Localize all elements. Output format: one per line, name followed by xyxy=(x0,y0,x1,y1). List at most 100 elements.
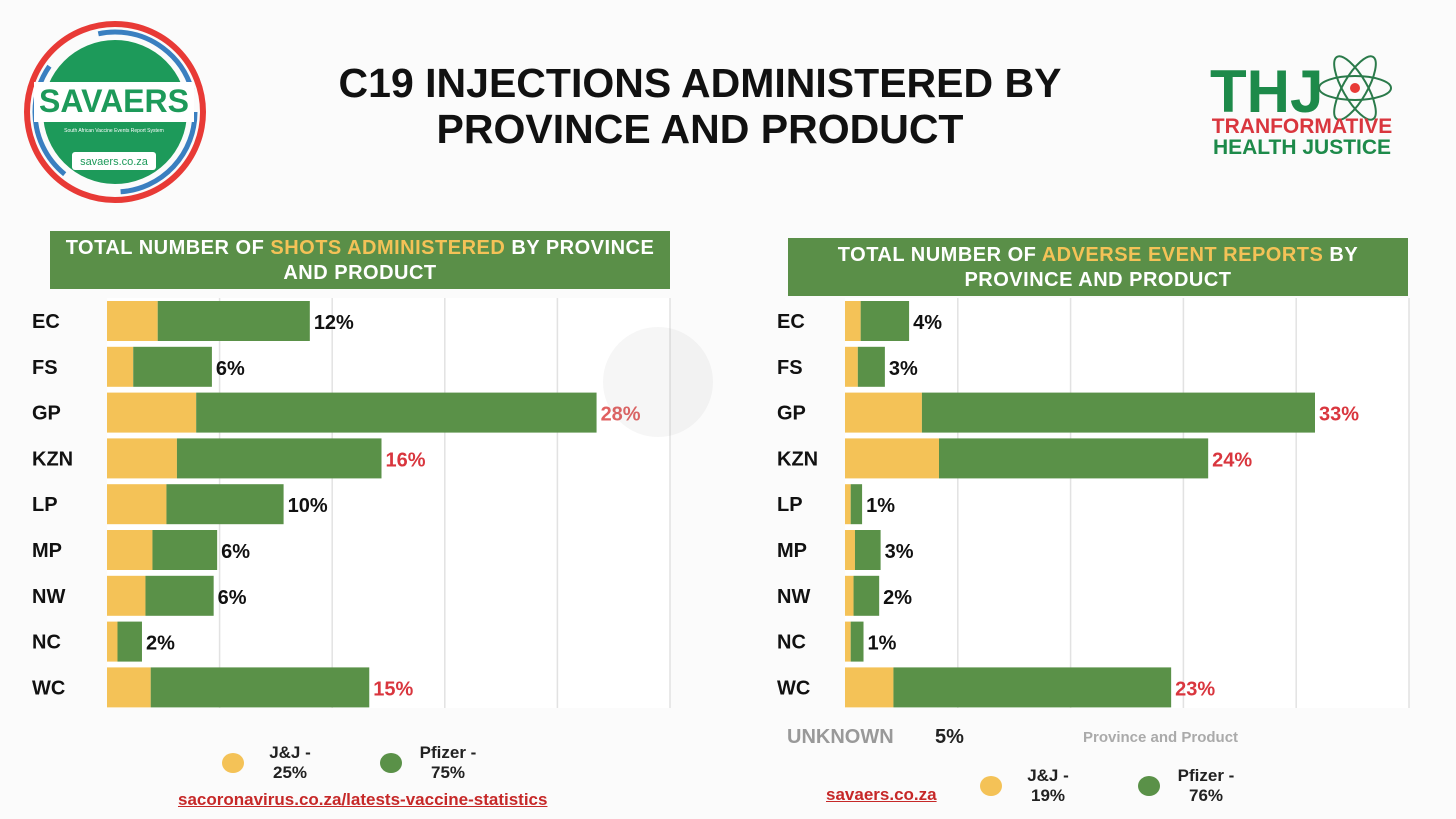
category-label: FS xyxy=(777,357,803,379)
source-link: sacoronavirus.co.za/latests-vaccine-stat… xyxy=(178,790,548,809)
title-part: ADVERSE EVENT REPORTS xyxy=(1041,244,1324,266)
bar-segment xyxy=(860,301,910,341)
bar-segment xyxy=(939,438,1209,479)
bar-segment xyxy=(196,392,597,433)
bar-label: 10% xyxy=(288,495,328,517)
bar-segment xyxy=(854,530,881,570)
bar-segment xyxy=(845,621,851,662)
legend-label: J&J - 25% xyxy=(269,743,311,782)
bar-segment xyxy=(845,575,854,616)
logo-band xyxy=(34,82,194,122)
caption: Province and Product xyxy=(1083,729,1239,746)
bar-label: 1% xyxy=(868,633,897,655)
bar-label: 33% xyxy=(1319,404,1359,426)
bar-label: 24% xyxy=(1212,449,1252,471)
category-label: LP xyxy=(32,494,58,516)
bar-segment xyxy=(157,301,310,341)
bar-segment xyxy=(107,346,134,387)
category-label: NC xyxy=(32,632,61,654)
category-label: KZN xyxy=(32,448,73,470)
bar-label: 12% xyxy=(314,312,354,334)
title-part: BY PROVINCE AND PRODUCT xyxy=(964,244,1359,291)
bar-segment xyxy=(893,667,1172,708)
bar-segment xyxy=(107,621,118,662)
atom-core xyxy=(1350,83,1360,93)
bar-segment xyxy=(850,621,864,662)
title-part: TOTAL NUMBER OF xyxy=(65,237,271,259)
bar-label: 15% xyxy=(373,678,413,700)
category-label: EC xyxy=(32,311,60,333)
bar-label: 3% xyxy=(885,541,914,563)
category-label: GP xyxy=(32,403,61,425)
bar-label: 23% xyxy=(1175,678,1215,700)
logo-url-box xyxy=(72,152,156,170)
thj-logo: THJ xyxy=(1210,58,1323,125)
legend-label: Pfizer - 76% xyxy=(1177,766,1235,805)
category-label: NC xyxy=(777,632,806,654)
category-label: MP xyxy=(777,540,807,562)
bar-segment xyxy=(921,392,1315,433)
bar-segment xyxy=(845,484,851,525)
plot-area xyxy=(845,298,1409,708)
bar-segment xyxy=(845,667,894,708)
thj-line1: TRANFORMATIVE xyxy=(1212,115,1392,138)
bar-segment xyxy=(107,392,197,433)
bar-label: 16% xyxy=(386,449,426,471)
bar-label: 6% xyxy=(218,587,247,609)
bar-segment xyxy=(117,621,142,662)
logo-name: SAVAERS xyxy=(39,83,189,119)
bar-segment xyxy=(150,667,370,708)
category-label: NW xyxy=(32,586,65,608)
title-part: SHOTS ADMINISTERED xyxy=(270,237,506,259)
title-part: TOTAL NUMBER OF xyxy=(837,244,1042,266)
bar-segment xyxy=(857,346,885,387)
category-label: GP xyxy=(777,403,806,425)
chart-title: TOTAL NUMBER OF ADVERSE EVENT REPORTS BY… xyxy=(788,238,1408,296)
category-label: LP xyxy=(777,494,803,516)
bar-label: 6% xyxy=(221,541,250,563)
chart-title: TOTAL NUMBER OF SHOTS ADMINISTERED BY PR… xyxy=(50,231,670,289)
bar-label: 2% xyxy=(883,587,912,609)
legend-label: Pfizer - 75% xyxy=(419,743,477,782)
legend-swatch xyxy=(1138,776,1160,796)
category-label: WC xyxy=(777,677,810,699)
bar-segment xyxy=(107,667,151,708)
category-label: FS xyxy=(32,357,58,379)
bar-segment xyxy=(107,530,153,570)
logo-subtitle: South African Vaccine Events Report Syst… xyxy=(64,128,164,134)
bar-label: 4% xyxy=(913,312,942,334)
category-label: NW xyxy=(777,586,810,608)
bar-segment xyxy=(107,301,158,341)
bar-label: 1% xyxy=(866,495,895,517)
bar-segment xyxy=(145,575,214,616)
category-label: KZN xyxy=(777,448,818,470)
category-label: EC xyxy=(777,311,805,333)
bar-segment xyxy=(133,346,212,387)
legend-label: J&J - 19% xyxy=(1027,766,1069,805)
bar-segment xyxy=(845,530,855,570)
category-label: MP xyxy=(32,540,62,562)
source-link: savaers.co.za xyxy=(826,785,937,804)
bar-segment xyxy=(853,575,880,616)
atom-icon xyxy=(1318,55,1392,121)
bar-segment xyxy=(850,484,863,525)
bar-segment xyxy=(166,484,284,525)
bar-label: 2% xyxy=(146,633,175,655)
bar-segment xyxy=(845,438,939,479)
legend-swatch xyxy=(222,753,244,773)
bar-segment xyxy=(152,530,218,570)
bar-segment xyxy=(176,438,382,479)
unknown-label: UNKNOWN xyxy=(787,726,894,748)
bar-segment xyxy=(845,301,861,341)
logo-ring xyxy=(24,21,206,203)
bar-segment xyxy=(845,346,858,387)
logo-url: savaers.co.za xyxy=(80,156,149,168)
bar-label: 3% xyxy=(889,358,918,380)
bar-label: 6% xyxy=(216,358,245,380)
bar-segment xyxy=(107,484,167,525)
slide-title: C19 INJECTIONS ADMINISTERED BY PROVINCE … xyxy=(338,60,1062,152)
bar-label: 28% xyxy=(601,404,641,426)
play-overlay xyxy=(603,327,713,437)
